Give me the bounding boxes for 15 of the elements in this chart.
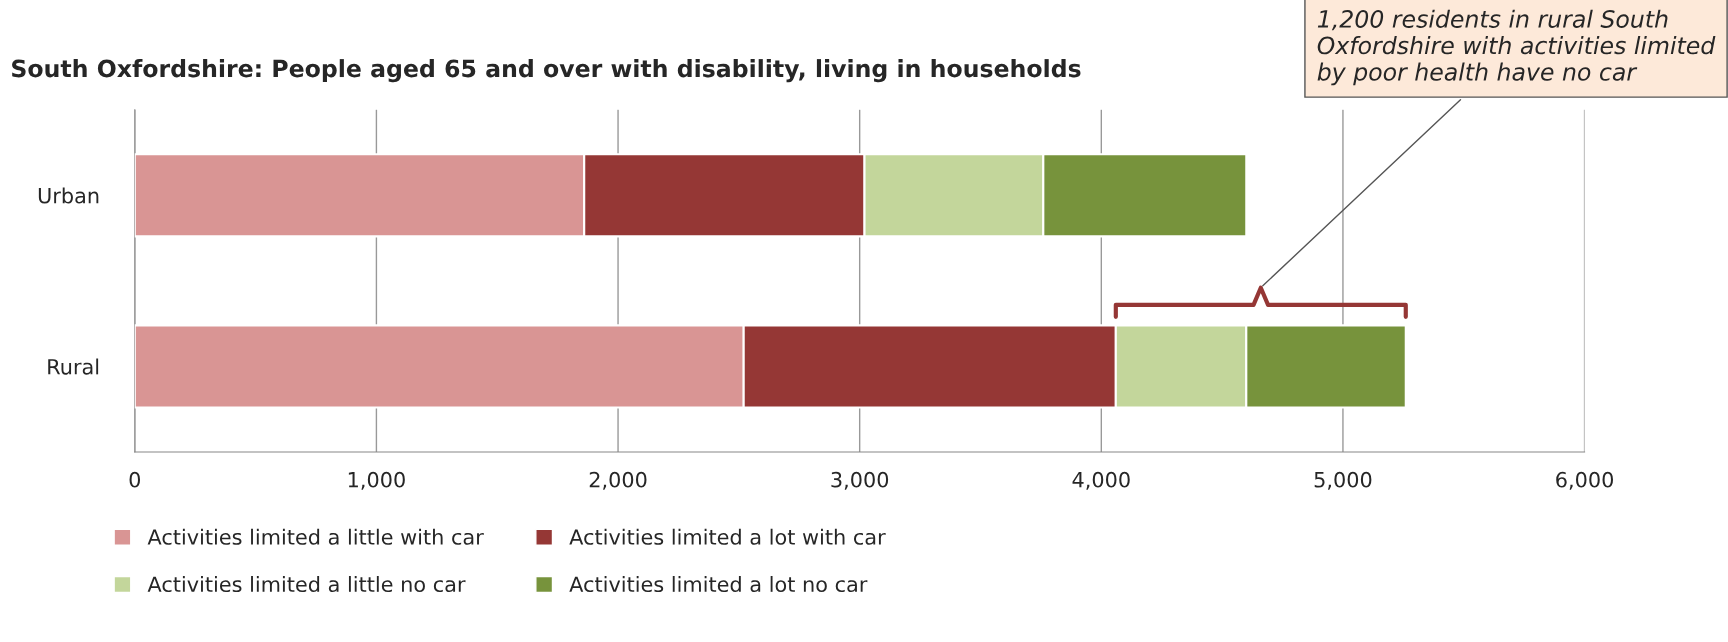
x-tick-label: 5,000 [1314,471,1372,490]
x-tick-label: 4,000 [1072,471,1130,490]
y-tick-label: Urban [38,187,99,204]
legend-label: Activities limited a little with car [147,528,484,545]
text: 1,200 residents in rural South Oxfordshire with activities limited by poor health have no car [1317,9,1716,86]
y-tick-label: Rural [48,358,99,375]
legend-label: Activities limited a lot no car [569,575,868,593]
x-tick-label: 3,000 [831,471,889,490]
chart-title: South Oxfordshire: People aged 65 and over with disability, living in households [12,59,1081,83]
x-tick-label: 0 [129,471,141,488]
x-tick-label: 6,000 [1556,471,1614,490]
x-tick-label: 2,000 [589,471,647,490]
x-tick-label: 1,000 [348,471,405,490]
legend-label: Activities limited a little no car [147,575,466,593]
legend-label: Activities limited a lot with car [569,528,886,545]
